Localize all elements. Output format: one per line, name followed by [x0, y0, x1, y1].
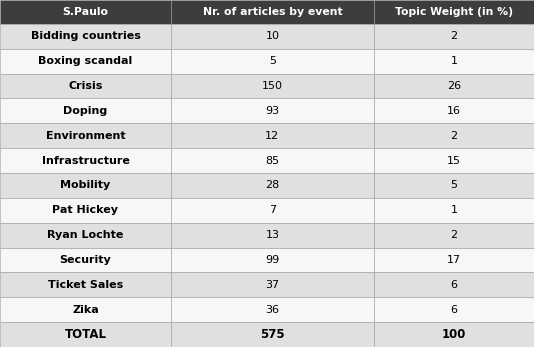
Bar	[374, 49, 534, 74]
Bar	[374, 99, 534, 123]
Bar	[374, 198, 534, 223]
Text: 15: 15	[447, 155, 461, 166]
Bar	[0, 0, 171, 24]
Bar	[0, 99, 171, 123]
Bar	[374, 297, 534, 322]
Bar	[0, 173, 171, 198]
Bar	[0, 198, 171, 223]
Bar	[374, 74, 534, 99]
Text: 6: 6	[450, 280, 458, 290]
Text: TOTAL: TOTAL	[65, 328, 106, 341]
Text: 26: 26	[447, 81, 461, 91]
Text: 2: 2	[450, 230, 458, 240]
Text: 2: 2	[450, 31, 458, 41]
Text: Crisis: Crisis	[68, 81, 103, 91]
Bar	[171, 198, 374, 223]
Bar	[171, 0, 374, 24]
Text: S.Paulo: S.Paulo	[62, 7, 108, 17]
Bar	[0, 123, 171, 148]
Bar	[171, 322, 374, 347]
Bar	[374, 322, 534, 347]
Text: 37: 37	[265, 280, 279, 290]
Bar	[374, 148, 534, 173]
Bar	[0, 272, 171, 297]
Bar	[0, 148, 171, 173]
Text: 99: 99	[265, 255, 279, 265]
Text: Topic Weight (in %): Topic Weight (in %)	[395, 7, 513, 17]
Bar	[374, 0, 534, 24]
Bar	[0, 74, 171, 99]
Bar	[374, 123, 534, 148]
Text: 6: 6	[450, 305, 458, 315]
Bar	[171, 272, 374, 297]
Bar	[171, 297, 374, 322]
Bar	[0, 223, 171, 248]
Text: 5: 5	[269, 56, 276, 66]
Text: 1: 1	[450, 56, 458, 66]
Bar	[171, 223, 374, 248]
Bar	[171, 49, 374, 74]
Text: Bidding countries: Bidding countries	[30, 31, 140, 41]
Text: 28: 28	[265, 180, 279, 191]
Text: 5: 5	[450, 180, 458, 191]
Text: Mobility: Mobility	[60, 180, 111, 191]
Text: Infrastructure: Infrastructure	[42, 155, 129, 166]
Text: 7: 7	[269, 205, 276, 215]
Text: 2: 2	[450, 131, 458, 141]
Text: 12: 12	[265, 131, 279, 141]
Bar	[0, 24, 171, 49]
Text: 85: 85	[265, 155, 279, 166]
Text: 36: 36	[265, 305, 279, 315]
Text: Pat Hickey: Pat Hickey	[52, 205, 119, 215]
Text: 93: 93	[265, 106, 279, 116]
Bar	[171, 173, 374, 198]
Bar	[374, 173, 534, 198]
Bar	[171, 74, 374, 99]
Bar	[374, 223, 534, 248]
Text: Ryan Lochte: Ryan Lochte	[47, 230, 124, 240]
Text: Nr. of articles by event: Nr. of articles by event	[202, 7, 342, 17]
Text: Security: Security	[60, 255, 111, 265]
Bar	[0, 297, 171, 322]
Bar	[374, 24, 534, 49]
Bar	[171, 24, 374, 49]
Text: Zika: Zika	[72, 305, 99, 315]
Text: 150: 150	[262, 81, 283, 91]
Text: 13: 13	[265, 230, 279, 240]
Bar	[0, 49, 171, 74]
Bar	[171, 123, 374, 148]
Text: 100: 100	[442, 328, 466, 341]
Text: 575: 575	[260, 328, 285, 341]
Text: 1: 1	[450, 205, 458, 215]
Bar	[171, 248, 374, 272]
Bar	[0, 248, 171, 272]
Text: 17: 17	[447, 255, 461, 265]
Text: Ticket Sales: Ticket Sales	[48, 280, 123, 290]
Text: Doping: Doping	[64, 106, 107, 116]
Bar	[0, 322, 171, 347]
Text: 16: 16	[447, 106, 461, 116]
Bar	[171, 148, 374, 173]
Bar	[171, 99, 374, 123]
Bar	[374, 272, 534, 297]
Text: Environment: Environment	[45, 131, 125, 141]
Text: 10: 10	[265, 31, 279, 41]
Bar	[374, 248, 534, 272]
Text: Boxing scandal: Boxing scandal	[38, 56, 132, 66]
